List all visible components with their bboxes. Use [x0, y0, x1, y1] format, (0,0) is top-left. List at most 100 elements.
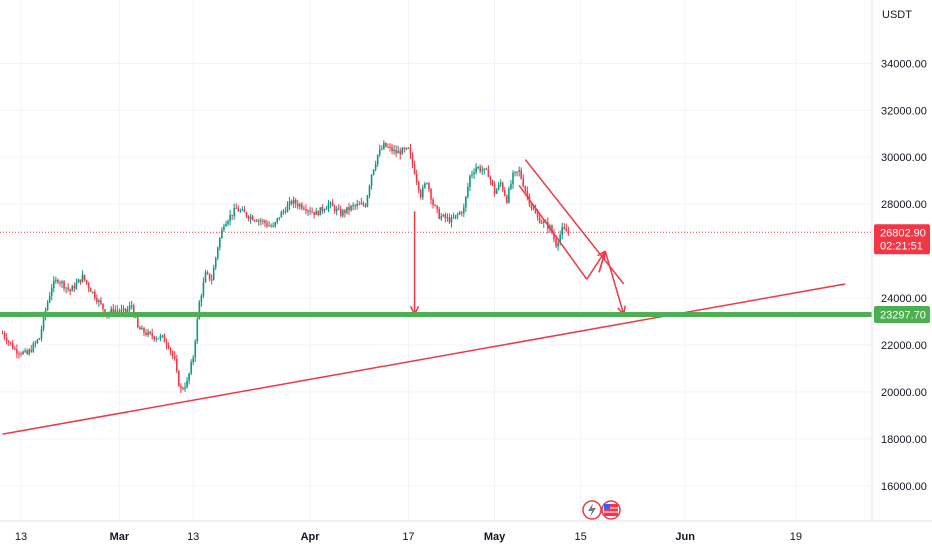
candle-body	[1, 333, 4, 335]
price-tick-label: 16000.00	[881, 481, 927, 493]
candle-body	[432, 199, 434, 206]
candle-body	[114, 310, 117, 313]
candle-body	[506, 195, 508, 203]
candle-body	[192, 357, 194, 363]
candle-body	[456, 214, 459, 216]
candle-body	[485, 168, 488, 170]
candle-body	[323, 209, 326, 211]
candle-body	[430, 189, 432, 200]
channel-upper-line	[524, 159, 625, 285]
long-trendline	[2, 283, 846, 435]
candle-body	[481, 170, 484, 172]
candle-body	[120, 309, 123, 312]
candle-body	[434, 205, 436, 207]
time-tick-label: 13	[187, 531, 199, 543]
candle-body	[356, 204, 358, 206]
candle-body	[428, 183, 430, 190]
price-tick-label: 18000.00	[881, 434, 927, 446]
candle-body	[522, 178, 525, 187]
price-tick-label: 30000.00	[881, 152, 927, 164]
candle-body	[282, 211, 285, 213]
candle-body	[325, 208, 328, 210]
candle-body	[32, 343, 35, 352]
time-tick-label: 19	[790, 531, 802, 543]
candle-body	[499, 182, 502, 185]
candle-body	[130, 305, 133, 307]
candle-body	[272, 225, 274, 227]
candle-body	[143, 327, 145, 333]
candle-body	[28, 349, 30, 355]
price-tick-label: 20000.00	[881, 387, 927, 399]
candle-body	[331, 202, 334, 207]
candle-body	[284, 211, 287, 213]
candle-body	[526, 191, 529, 196]
candle-body	[354, 205, 356, 207]
candle-body	[208, 273, 211, 280]
candle-body	[313, 211, 315, 215]
candle-body	[383, 142, 385, 149]
candle-body	[516, 171, 518, 173]
candle-body	[342, 210, 344, 216]
candle-body	[268, 225, 270, 227]
candle-body	[370, 174, 373, 187]
grid	[0, 0, 872, 521]
candle-body	[34, 342, 37, 344]
candle-body	[178, 371, 180, 387]
candle-body	[149, 331, 151, 334]
candle-body	[167, 345, 170, 349]
candle-body	[251, 216, 254, 221]
candle-body	[91, 291, 94, 293]
candle-body	[147, 331, 149, 336]
candle-body	[157, 338, 160, 340]
candle-body	[69, 289, 71, 292]
candle-body	[180, 386, 182, 389]
candle-body	[206, 272, 209, 274]
candle-body	[40, 329, 43, 339]
candle-body	[444, 214, 447, 219]
candle-body	[280, 212, 283, 218]
candle-body	[530, 204, 533, 209]
candle-body	[245, 212, 248, 217]
candle-body	[401, 148, 404, 155]
candle-body	[229, 214, 231, 221]
price-tick-label: 24000.00	[881, 293, 927, 305]
candle-body	[266, 223, 268, 226]
candle-body	[378, 149, 381, 155]
candle-body	[223, 226, 225, 230]
candle-body	[231, 214, 233, 216]
candle-body	[479, 166, 481, 172]
candle-body	[118, 310, 121, 312]
candle-body	[497, 184, 500, 190]
candle-body	[46, 302, 49, 310]
candle-body	[173, 355, 176, 359]
candle-body	[260, 220, 262, 222]
candle-body	[426, 183, 428, 185]
candle-body	[504, 190, 506, 196]
candle-body	[475, 167, 477, 173]
candle-body	[397, 150, 399, 154]
candle-body	[59, 282, 61, 284]
candle-body	[186, 380, 188, 388]
candle-body	[26, 350, 28, 355]
candle-body	[55, 279, 57, 281]
candle-body	[85, 280, 88, 284]
event-icons[interactable]	[582, 500, 621, 520]
candle-body	[122, 308, 125, 310]
candle-body	[487, 169, 490, 177]
candle-body	[204, 272, 207, 283]
candle-body	[145, 332, 147, 336]
candle-body	[465, 196, 467, 208]
candle-body	[98, 300, 100, 303]
candle-body	[514, 171, 516, 173]
axes: USDT	[0, 0, 932, 522]
candle-body	[477, 166, 479, 168]
candle-body	[227, 220, 229, 224]
candle-body	[440, 216, 443, 219]
candle-body	[422, 187, 424, 198]
candle-body	[87, 283, 90, 289]
candle-body	[368, 186, 371, 196]
candle-body	[294, 199, 297, 204]
candle-body	[89, 288, 92, 292]
support-line[interactable]	[0, 312, 872, 318]
